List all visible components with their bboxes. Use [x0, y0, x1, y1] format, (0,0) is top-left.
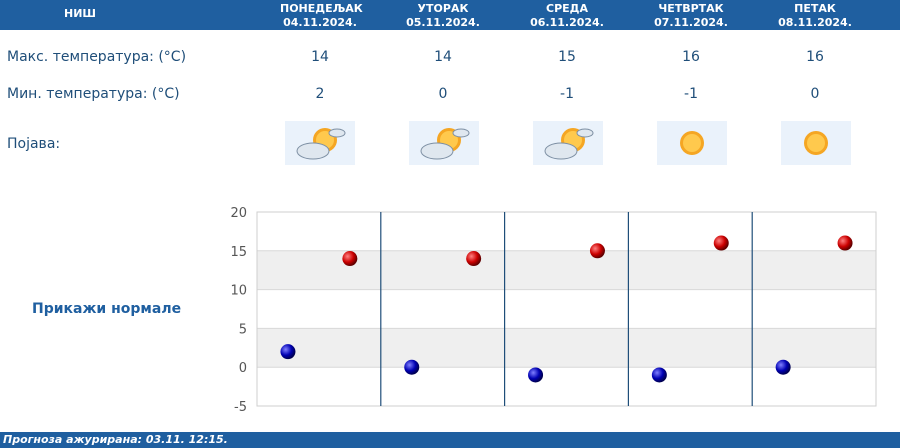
max-temp-value: 16	[682, 49, 700, 65]
min-temp-label: Мин. температура: (°C)	[7, 86, 180, 102]
plot-border	[256, 211, 877, 407]
sun-cloud-icon	[544, 128, 594, 160]
day-date: 05.11.2024.	[406, 16, 480, 29]
min-temp-point	[651, 367, 667, 383]
weather-icon-day-5	[781, 121, 851, 165]
forecast-header: НИШ ПОНЕДЕЉАК 04.11.2024. УТОРАК 05.11.2…	[0, 0, 900, 30]
y-tick-label: 5	[239, 322, 247, 337]
day-name: ПЕТАК	[794, 2, 836, 15]
day-name: УТОРАК	[417, 2, 469, 15]
weather-icon-day-4	[657, 121, 727, 165]
sun-cloud-icon	[420, 128, 470, 160]
y-tick-label: -5	[234, 400, 247, 415]
phenomenon-label: Појава:	[7, 136, 61, 152]
min-temp-point	[280, 344, 296, 360]
day-date: 07.11.2024.	[654, 16, 728, 29]
day-name: ЧЕТВРТАК	[658, 2, 724, 15]
max-temp-point	[466, 251, 482, 267]
weather-icon-day-1	[285, 121, 355, 165]
sun-cloud-icon	[296, 128, 346, 160]
min-temp-value: 2	[315, 86, 325, 102]
max-temp-value: 15	[558, 49, 576, 65]
day-name: ПОНЕДЕЉАК	[280, 2, 363, 15]
day-header-1: ПОНЕДЕЉАК 04.11.2024.	[280, 0, 363, 30]
city-name: НИШ	[63, 7, 96, 20]
max-temp-point	[837, 235, 853, 251]
grid-band	[257, 328, 876, 368]
weather-icon-day-2	[409, 121, 479, 165]
y-tick-label: 15	[230, 245, 247, 260]
min-temp-value: -1	[684, 86, 698, 102]
min-temp-point	[528, 367, 544, 383]
min-temp-value: 0	[438, 86, 448, 102]
forecast-updated-footer: Прогноза ажурирана: 03.11. 12:15.	[0, 432, 900, 448]
min-temp-value: 0	[810, 86, 820, 102]
min-temp-point	[775, 359, 791, 375]
max-temp-value: 14	[434, 49, 452, 65]
day-date: 06.11.2024.	[530, 16, 604, 29]
day-date: 08.11.2024.	[778, 16, 852, 29]
min-temp-value: -1	[560, 86, 574, 102]
max-temp-label: Макс. температура: (°C)	[7, 49, 187, 65]
show-normals-link[interactable]: Прикажи нормале	[32, 301, 182, 317]
weather-icon-day-3	[533, 121, 603, 165]
y-tick-label: 0	[239, 361, 247, 376]
y-tick-label: 10	[230, 284, 247, 299]
sun-icon	[680, 131, 704, 155]
day-header-2: УТОРАК 05.11.2024.	[403, 0, 483, 30]
grid-band	[257, 250, 876, 290]
day-header-4: ЧЕТВРТАК 07.11.2024.	[651, 0, 731, 30]
min-temp-point	[404, 359, 420, 375]
day-date: 04.11.2024.	[283, 16, 357, 29]
day-header-5: ПЕТАК 08.11.2024.	[775, 0, 855, 30]
max-temp-point	[342, 251, 358, 267]
max-temp-point	[589, 243, 605, 259]
sun-icon	[804, 131, 828, 155]
max-temp-value: 16	[806, 49, 824, 65]
max-temp-value: 14	[311, 49, 329, 65]
y-tick-label: 20	[230, 206, 247, 221]
day-name: СРЕДА	[546, 2, 588, 15]
max-temp-point	[713, 235, 729, 251]
day-header-3: СРЕДА 06.11.2024.	[527, 0, 607, 30]
